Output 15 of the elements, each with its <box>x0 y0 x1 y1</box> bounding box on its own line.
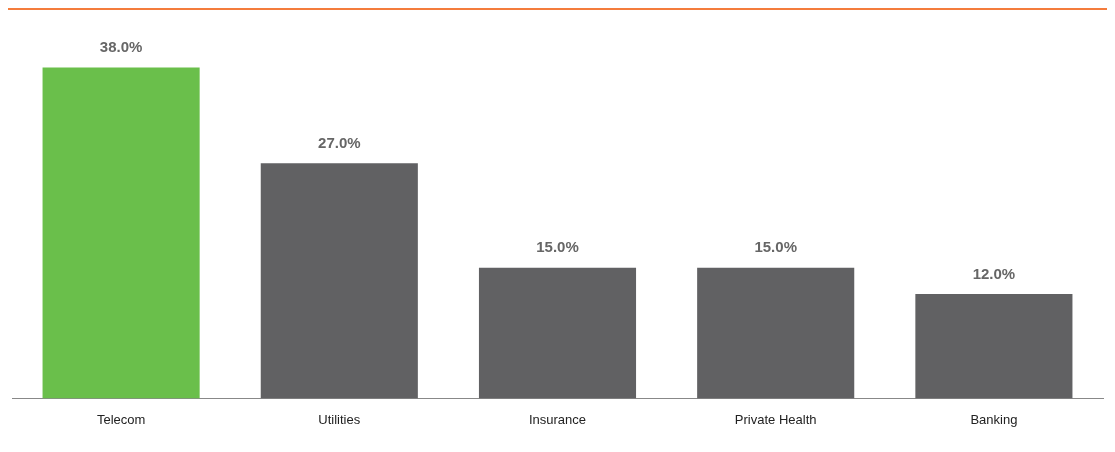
bar <box>260 163 418 399</box>
x-tick-label: Utilities <box>318 411 361 427</box>
data-label: 12.0% <box>972 264 1016 282</box>
data-label: 15.0% <box>536 238 579 256</box>
data-label: 38.0% <box>99 38 143 56</box>
x-tick-label: Insurance <box>528 411 587 427</box>
x-tick-label: Telecom <box>96 411 146 427</box>
x-tick-label: Banking <box>970 411 1018 427</box>
x-tick-label: Private Health <box>734 411 817 427</box>
bar <box>915 293 1073 399</box>
data-label: 27.0% <box>318 133 361 151</box>
data-label: 15.0% <box>754 238 797 256</box>
bar <box>697 267 855 399</box>
bar <box>42 67 200 399</box>
bar <box>478 267 637 399</box>
